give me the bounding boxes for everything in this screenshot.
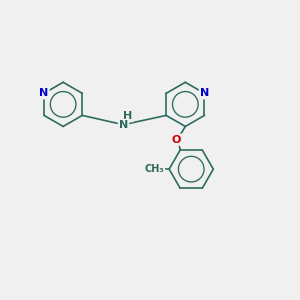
Text: N: N	[200, 88, 209, 98]
Text: N: N	[119, 120, 128, 130]
Text: O: O	[172, 135, 181, 145]
Text: H: H	[123, 111, 133, 121]
Text: N: N	[39, 88, 49, 98]
Text: CH₃: CH₃	[145, 164, 164, 174]
